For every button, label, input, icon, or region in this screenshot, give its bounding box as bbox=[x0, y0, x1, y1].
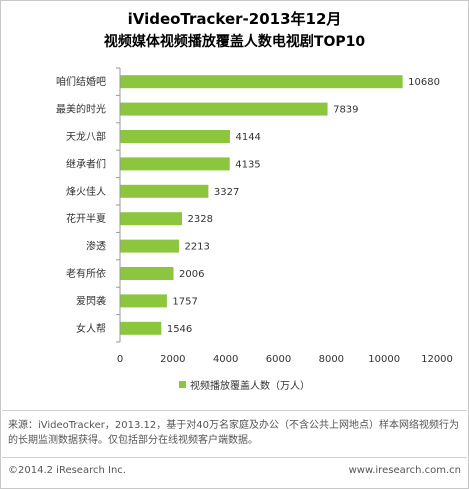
bar-chart: 咱们结婚吧 10680 最美的时光 7839 天龙八部 4144 继承者们 4135 烽火佳人 3… bbox=[56, 67, 453, 365]
bar bbox=[120, 212, 182, 226]
bar bbox=[120, 157, 230, 171]
category-label: 渗透 bbox=[86, 240, 106, 253]
divider-bottom bbox=[2, 457, 467, 458]
x-tick-label: 10000 bbox=[368, 354, 400, 365]
bar bbox=[120, 294, 167, 308]
bar bbox=[120, 75, 403, 89]
value-label: 7839 bbox=[333, 105, 358, 116]
x-tick-label: 4000 bbox=[213, 354, 238, 365]
x-tick-label: 2000 bbox=[160, 354, 185, 365]
category-label: 花开半夏 bbox=[66, 212, 106, 225]
value-label: 1757 bbox=[172, 296, 197, 307]
value-label: 1546 bbox=[167, 324, 192, 335]
value-label: 2213 bbox=[184, 242, 209, 253]
x-tick-label: 6000 bbox=[266, 354, 291, 365]
category-label: 爱閃袭 bbox=[76, 294, 106, 307]
category-label: 最美的时光 bbox=[56, 103, 106, 116]
copyright: ©2014.2 iResearch Inc. bbox=[8, 465, 126, 476]
chart-subtitle: 视频媒体视频播放覆盖人数电视剧TOP10 bbox=[103, 34, 366, 50]
bar bbox=[120, 239, 179, 253]
legend-label: 视频播放覆盖人数（万人） bbox=[190, 381, 310, 392]
value-label: 2006 bbox=[179, 269, 204, 280]
bar bbox=[120, 184, 209, 198]
source-note: 来源：iVideoTracker，2013.12，基于对40万名家庭及办公（不含… bbox=[8, 420, 459, 446]
chart-title: iVideoTracker-2013年12月 bbox=[127, 10, 342, 28]
value-label: 4135 bbox=[235, 159, 260, 170]
category-label: 咱们结婚吧 bbox=[56, 75, 106, 88]
bar bbox=[120, 102, 328, 116]
bar bbox=[120, 130, 230, 143]
category-label: 继承者们 bbox=[66, 157, 106, 170]
bar bbox=[120, 321, 162, 335]
legend: 视频播放覆盖人数（万人） bbox=[179, 377, 310, 392]
legend-swatch bbox=[179, 381, 186, 388]
divider-top bbox=[2, 410, 467, 411]
category-label: 烽火佳人 bbox=[66, 185, 106, 198]
category-label: 老有所依 bbox=[66, 267, 106, 280]
value-label: 4144 bbox=[235, 132, 260, 143]
x-tick-label: 0 bbox=[117, 354, 123, 365]
website: www.iresearch.com.cn bbox=[348, 465, 461, 476]
bar bbox=[120, 267, 174, 280]
x-tick-label: 8000 bbox=[319, 354, 344, 365]
value-label: 3327 bbox=[214, 187, 239, 198]
category-label: 天龙八部 bbox=[66, 130, 106, 143]
value-label: 2328 bbox=[187, 214, 212, 225]
category-label: 女人帮 bbox=[76, 322, 106, 335]
x-tick-label: 12000 bbox=[421, 354, 453, 365]
value-label: 10680 bbox=[408, 77, 440, 88]
